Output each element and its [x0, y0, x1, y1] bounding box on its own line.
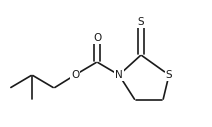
Text: S: S	[166, 70, 172, 80]
Text: N: N	[115, 70, 123, 80]
Text: O: O	[71, 70, 79, 80]
Text: S: S	[138, 17, 144, 27]
Text: O: O	[93, 33, 101, 43]
